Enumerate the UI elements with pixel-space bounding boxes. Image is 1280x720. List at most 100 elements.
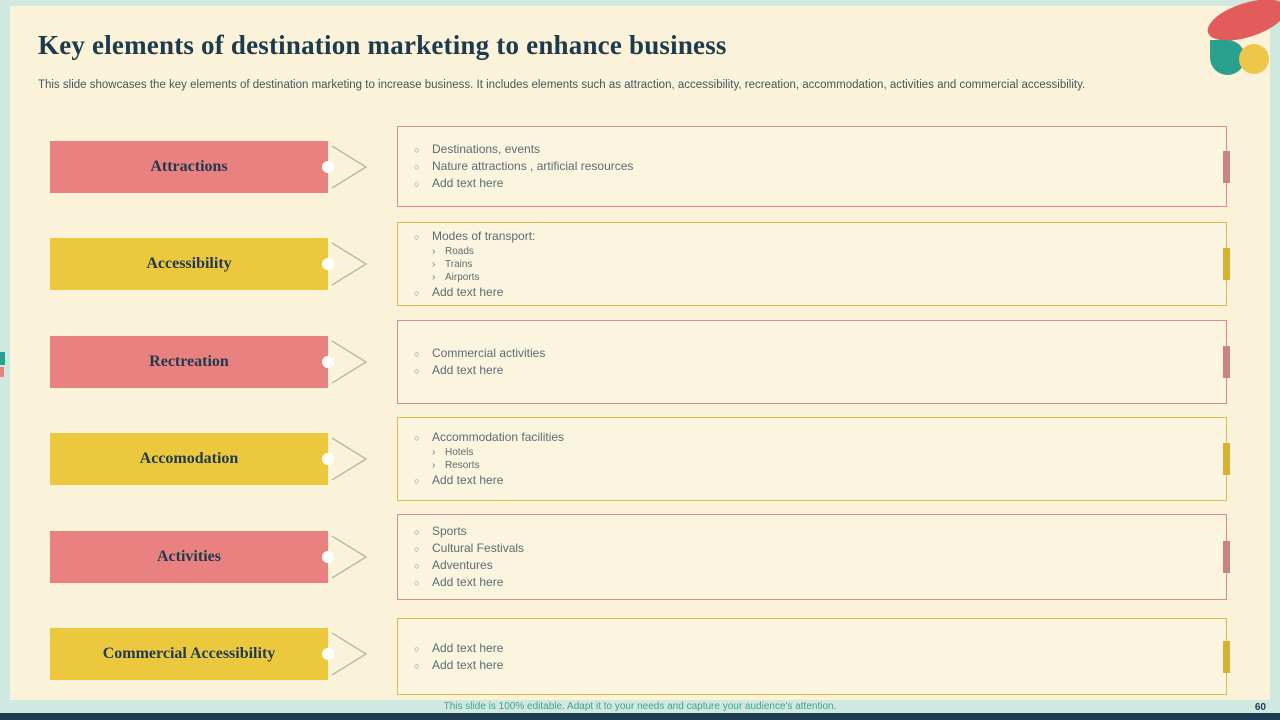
content-box-attractions: ○ Destinations, events ○ Nature attractions… <box>397 126 1230 207</box>
accent-bar <box>1223 248 1230 280</box>
bullet-icon: ○ <box>414 433 420 443</box>
bullet-text: Roads <box>445 245 474 257</box>
pointer-dot <box>322 161 334 173</box>
bullet-item: ○ Commercial activities <box>414 345 1202 362</box>
bullet-text: Airports <box>445 271 480 283</box>
bullet-icon: ○ <box>414 366 420 376</box>
content-box-activities: ○ Sports ○ Cultural Festivals ○ Adventures ○ Ad… <box>397 514 1230 600</box>
content-box-accomodation: ○ Accommodation facilities › Hotels › Resorts… <box>397 417 1230 501</box>
bullet-item: ○ Cultural Festivals <box>414 540 1202 557</box>
bullet-icon: ○ <box>414 544 420 554</box>
bullet-text: Sports <box>432 524 467 538</box>
bullet-text: Trains <box>445 258 473 270</box>
chevron-right-icon <box>331 145 368 189</box>
bullet-item: ○ Sports <box>414 523 1202 540</box>
accent-bar <box>1223 346 1230 378</box>
bullet-icon: ○ <box>414 162 420 172</box>
slide-subtitle: This slide showcases the key elements of… <box>38 79 1086 91</box>
sub-bullet-icon: › <box>432 271 436 283</box>
decor-left-edge-teal <box>0 352 5 365</box>
bullet-item: ○ Add text here <box>414 574 1202 591</box>
bullet-item: ○ Modes of transport: <box>414 228 1202 245</box>
bullet-text: Add text here <box>432 473 504 487</box>
bullet-list: ○ Add text here ○ Add text here <box>398 619 1226 694</box>
page-number: 60 <box>1254 702 1266 713</box>
bullet-list: ○ Commercial activities ○ Add text here <box>398 321 1226 403</box>
pointer-dot <box>322 258 334 270</box>
bullet-text: Modes of transport: <box>432 228 536 243</box>
bullet-icon: ○ <box>414 660 420 671</box>
bullet-item: ○ Nature attractions , artificial resourc… <box>414 158 1202 175</box>
bullet-text: Accommodation facilities <box>432 430 565 444</box>
sub-bullet-item: › Trains <box>432 258 1202 271</box>
bullet-text: Destinations, events <box>432 142 541 156</box>
bullet-icon: ○ <box>414 561 420 571</box>
accent-bar <box>1223 640 1230 673</box>
page-title: Key elements of destination marketing to… <box>38 30 727 60</box>
bullet-text: Cultural Festivals <box>432 541 525 555</box>
bullet-text: Add text here <box>432 176 504 190</box>
bullet-text: Adventures <box>432 558 493 572</box>
category-label-text: Accomodation <box>139 450 239 467</box>
bullet-item: ○ Add text here <box>414 284 1202 301</box>
bullet-text: Nature attractions , artificial resource… <box>432 159 634 173</box>
chevron-right-icon <box>331 242 368 286</box>
bullet-text: Add text here <box>432 575 504 589</box>
chevron-right-icon <box>331 632 368 676</box>
category-label-rectreation: Rectreation <box>50 336 334 388</box>
decor-yellow-circle-icon <box>1239 44 1269 74</box>
sub-bullet-icon: › <box>432 460 436 471</box>
bullet-icon: ○ <box>414 349 420 359</box>
sub-bullet-item: › Resorts <box>432 459 1202 472</box>
category-label-attractions: Attractions <box>50 141 334 193</box>
sub-bullet-item: › Airports <box>432 271 1202 284</box>
sub-bullet-icon: › <box>432 245 436 257</box>
category-label-activities: Activities <box>50 531 334 583</box>
bullet-item: ○ Add text here <box>414 640 1202 657</box>
pointer-dot <box>322 356 334 368</box>
bullet-icon: ○ <box>414 145 420 155</box>
bullet-item: ○ Add text here <box>414 362 1202 379</box>
sub-bullet-icon: › <box>432 258 436 270</box>
bullet-icon: ○ <box>414 578 420 588</box>
bullet-icon: ○ <box>414 643 420 654</box>
pointer-dot <box>322 551 334 563</box>
category-label-text: Rectreation <box>149 353 229 370</box>
bullet-item: ○ Add text here <box>414 175 1202 192</box>
accent-bar <box>1223 541 1230 573</box>
decor-left-edge-coral <box>0 367 4 377</box>
content-box-rectreation: ○ Commercial activities ○ Add text here <box>397 320 1230 404</box>
bullet-item: ○ Destinations, events <box>414 141 1202 158</box>
sub-bullet-item: › Hotels <box>432 446 1202 459</box>
bullet-text: Add text here <box>432 657 504 672</box>
chevron-right-icon <box>331 340 368 384</box>
category-label-accessibility: Accessibility <box>50 238 334 290</box>
pointer-dot <box>322 453 334 465</box>
category-label-text: Commercial Accessibility <box>102 645 276 662</box>
content-box-commercial-accessibility: ○ Add text here ○ Add text here <box>397 618 1230 695</box>
bullet-text: Add text here <box>432 284 504 299</box>
category-label-text: Attractions <box>150 158 228 175</box>
category-label-commercial-accessibility: Commercial Accessibility <box>50 628 334 680</box>
category-label-accomodation: Accomodation <box>50 433 334 485</box>
accent-bar <box>1223 443 1230 475</box>
category-label-text: Accessibility <box>146 255 232 272</box>
bullet-text: Add text here <box>432 640 504 655</box>
bottom-bar <box>0 713 1280 720</box>
bullet-icon: ○ <box>414 179 420 189</box>
bullet-list: ○ Modes of transport: › Roads › Trains › Airpor… <box>398 223 1226 305</box>
bullet-item: ○ Add text here <box>414 657 1202 674</box>
content-box-accessibility: ○ Modes of transport: › Roads › Trains › Airpor… <box>397 222 1230 306</box>
bullet-text: Resorts <box>445 460 480 471</box>
bullet-icon: ○ <box>414 476 420 486</box>
category-label-text: Activities <box>157 548 221 565</box>
bullet-text: Add text here <box>432 363 504 377</box>
bullet-text: Commercial activities <box>432 346 546 360</box>
pointer-dot <box>322 648 334 660</box>
chevron-right-icon <box>331 535 368 579</box>
bullet-item: ○ Adventures <box>414 557 1202 574</box>
bullet-item: ○ Add text here <box>414 472 1202 489</box>
accent-bar <box>1223 150 1230 183</box>
bullet-icon: ○ <box>414 231 420 242</box>
bullet-icon: ○ <box>414 287 420 298</box>
